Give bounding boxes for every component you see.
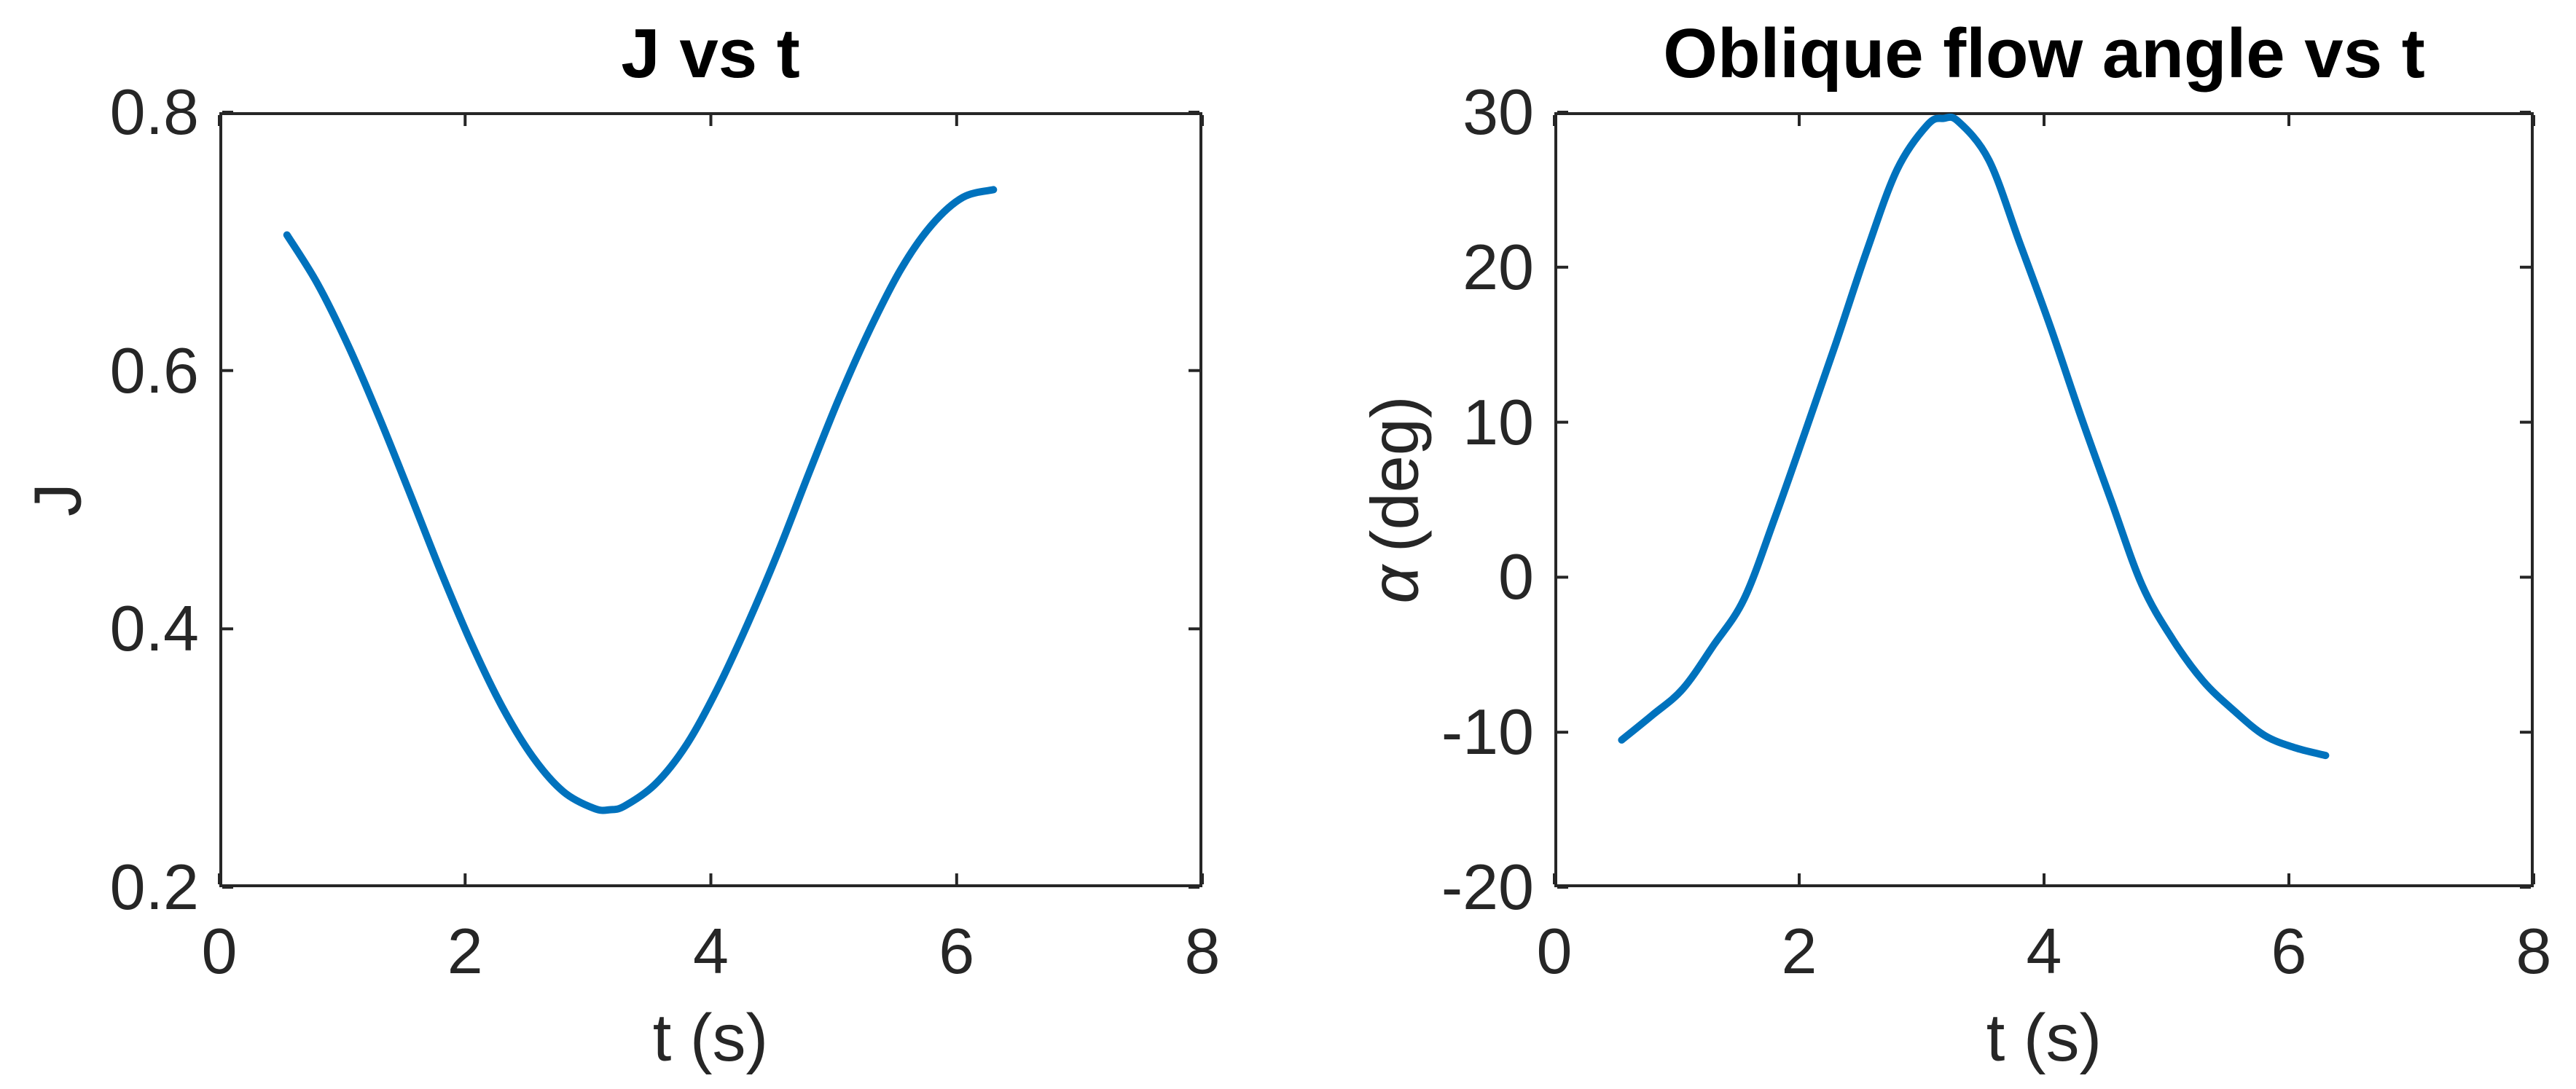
subplot-j-vs-t xyxy=(218,111,1204,889)
series-line xyxy=(283,186,998,814)
y-tick-label: 30 xyxy=(1463,76,1534,148)
y-axis-label: J xyxy=(20,483,95,516)
x-axis-label: t (s) xyxy=(652,1001,769,1075)
y-tick-label: 0.8 xyxy=(109,76,199,148)
x-tick-label: 0 xyxy=(1536,915,1573,987)
y-tick-label: 10 xyxy=(1463,385,1534,458)
y-tick-label: -10 xyxy=(1441,696,1534,768)
x-tick-label: 6 xyxy=(2271,915,2307,987)
y-tick-label: 0 xyxy=(1498,540,1534,613)
x-tick-label: 2 xyxy=(447,915,483,987)
x-tick-label: 6 xyxy=(939,915,975,987)
x-tick-label: 4 xyxy=(693,915,729,987)
y-tick-label: -20 xyxy=(1441,851,1534,923)
y-tick-label: 0.2 xyxy=(109,851,199,923)
axes-box xyxy=(1554,112,2534,887)
x-tick-label: 4 xyxy=(2026,915,2062,987)
y-tick-label: 0.4 xyxy=(109,592,199,665)
axes-area xyxy=(218,111,1204,889)
series-line xyxy=(1618,113,2330,760)
axes-box xyxy=(219,112,1202,887)
x-axis-label: t (s) xyxy=(1986,1001,2102,1075)
x-tick-label: 8 xyxy=(2516,915,2552,987)
x-tick-label: 8 xyxy=(1184,915,1221,987)
y-tick-label: 20 xyxy=(1463,230,1534,303)
y-tick-label: 0.6 xyxy=(109,334,199,406)
subplot-oblique-flow-angle xyxy=(1553,111,2535,889)
plot-title: Oblique flow angle vs t xyxy=(1663,15,2425,93)
x-tick-label: 0 xyxy=(201,915,238,987)
axes-area xyxy=(1553,111,2535,889)
x-tick-label: 2 xyxy=(1781,915,1817,987)
plot-title: J vs t xyxy=(621,15,800,93)
